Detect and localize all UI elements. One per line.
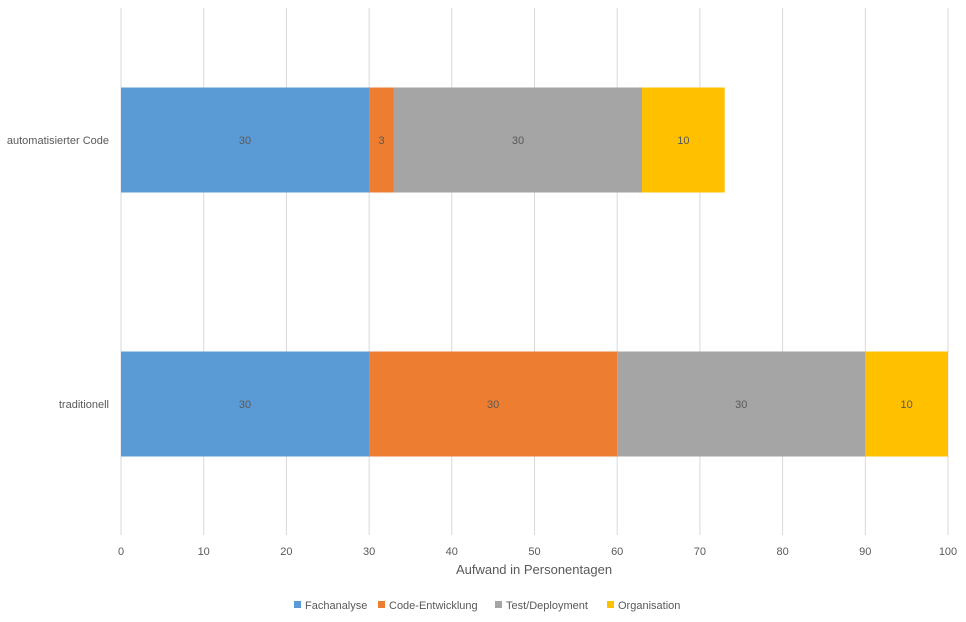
data-labels: 30 3 30 10 30 30 30 10	[239, 135, 913, 411]
x-tick-label: 60	[611, 546, 623, 558]
data-label: 30	[239, 399, 251, 411]
bar-segment	[393, 87, 643, 193]
bar-segment	[369, 351, 618, 457]
x-tick-label: 80	[776, 546, 788, 558]
legend: Fachanalyse Code-Entwicklung Test/Deployme…	[294, 600, 680, 612]
x-tick-label: 100	[939, 546, 957, 558]
bar-segment	[617, 351, 866, 457]
data-label: 10	[901, 399, 913, 411]
category-label: traditionell	[59, 399, 109, 411]
data-label: 3	[378, 135, 384, 147]
bars	[121, 87, 948, 457]
legend-swatch	[378, 601, 385, 608]
legend-label: Code-Entwicklung	[389, 600, 478, 612]
data-label: 30	[735, 399, 747, 411]
legend-swatch	[294, 601, 301, 608]
category-label: automatisierter Code	[7, 135, 109, 147]
x-tick-label: 90	[859, 546, 871, 558]
legend-label: Test/Deployment	[506, 600, 588, 612]
legend-swatch	[607, 601, 614, 608]
data-label: 10	[677, 135, 689, 147]
legend-swatch	[495, 601, 502, 608]
data-label: 30	[239, 135, 251, 147]
x-tick-label: 20	[280, 546, 292, 558]
x-tick-label: 50	[528, 546, 540, 558]
bar-segment	[865, 351, 948, 457]
data-label: 30	[512, 135, 524, 147]
x-tick-label: 70	[694, 546, 706, 558]
bar-segment	[121, 87, 370, 193]
x-tick-label: 40	[446, 546, 458, 558]
bar-segment	[642, 87, 725, 193]
bar-segment	[121, 351, 370, 457]
category-labels: automatisierter Code traditionell	[7, 135, 109, 411]
bar-segment	[369, 87, 394, 193]
x-tick-label: 30	[363, 546, 375, 558]
x-tick-label: 0	[118, 546, 124, 558]
data-label: 30	[487, 399, 499, 411]
x-axis-title: Aufwand in Personentagen	[456, 562, 612, 577]
legend-label: Fachanalyse	[305, 600, 367, 612]
x-tick-label: 10	[198, 546, 210, 558]
legend-label: Organisation	[618, 600, 680, 612]
x-tick-labels: 0 10 20 30 40 50 60 70 80 90 100	[118, 546, 957, 558]
